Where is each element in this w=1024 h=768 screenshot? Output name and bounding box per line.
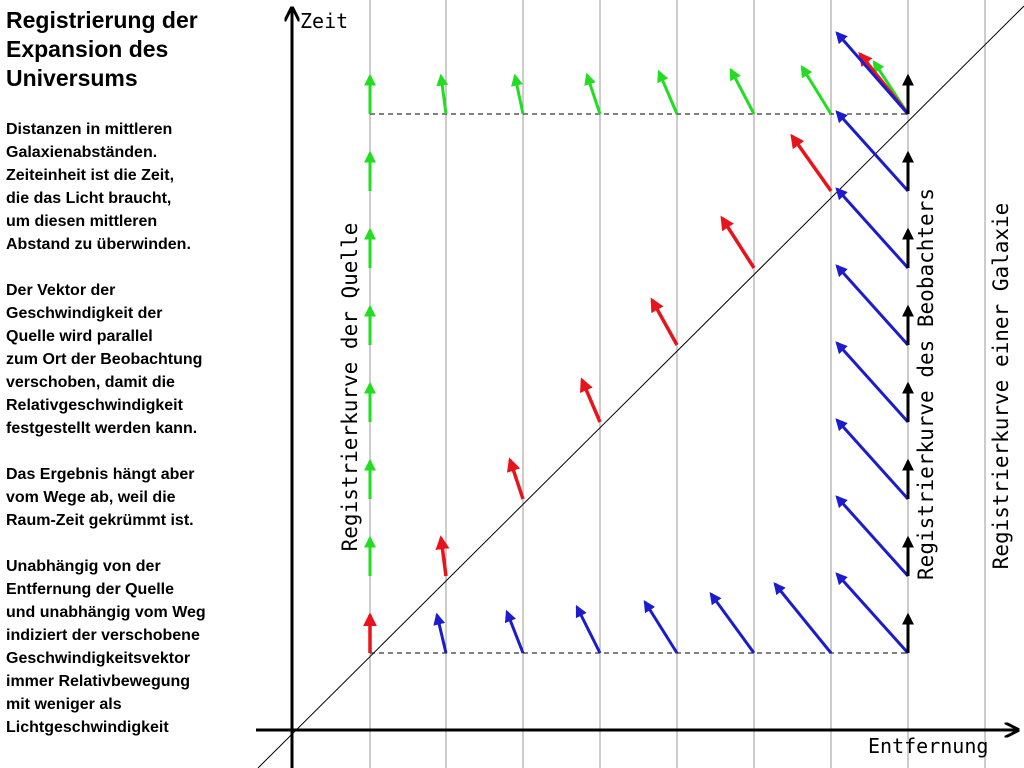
- description-line: verschoben, damit die: [6, 374, 175, 391]
- description-paragraph: Das Ergebnis hängt aber vom Wege ab, wei…: [6, 463, 276, 532]
- description-line: Unabhängig von der: [6, 558, 161, 575]
- blue-vector: [709, 592, 756, 654]
- description-line: festgestellt werden kann.: [6, 420, 198, 437]
- description-line: indiziert der verschobene: [6, 627, 200, 644]
- blue-vector: [773, 582, 833, 654]
- description-line: zum Ort der Beobachtung: [6, 351, 203, 368]
- description-line: Abstand zu überwinden.: [6, 236, 191, 253]
- red-vectors: [363, 51, 910, 653]
- red-vector: [650, 297, 679, 346]
- title-line: Universums: [6, 65, 138, 91]
- description-line: Relativgeschwindigkeit: [6, 397, 183, 414]
- description-line: Das Ergebnis hängt aber: [6, 466, 195, 483]
- description-line: Raum-Zeit gekrümmt ist.: [6, 512, 194, 529]
- green-vector: [657, 69, 679, 115]
- green-vector: [511, 73, 525, 115]
- blue-vector: [433, 612, 448, 654]
- green-vector: [436, 73, 449, 115]
- red-vector: [506, 457, 525, 500]
- green-vector: [584, 72, 602, 115]
- description-line: mit weniger als: [6, 696, 122, 713]
- red-vector: [720, 215, 756, 269]
- description-line: und unabhängig vom Weg: [6, 604, 206, 621]
- source-curve-label: Registrierkurve der Quelle: [338, 223, 362, 552]
- description-line: Geschwindigkeit der: [6, 305, 163, 322]
- description-paragraph: Unabhängig von der Entfernung der Quelle…: [6, 555, 276, 739]
- description-line: immer Relativbewegung: [6, 673, 191, 690]
- green-vectors: [364, 59, 910, 576]
- description-line: Lichtgeschwindigkeit: [6, 719, 169, 736]
- description-line: Entfernung der Quelle: [6, 581, 175, 598]
- blue-vector: [835, 341, 910, 424]
- red-vector: [790, 133, 833, 193]
- description-paragraph: Distanzen in mittleren Galaxienabständen…: [6, 118, 276, 256]
- blue-vector: [643, 599, 679, 654]
- description-line: Geschwindigkeitsvektor: [6, 650, 191, 667]
- blue-vector: [835, 418, 910, 501]
- distance-axis-label: Entfernung: [868, 734, 988, 758]
- description-line: Der Vektor der: [6, 282, 116, 299]
- red-vector: [435, 535, 450, 577]
- blue-vector: [835, 110, 910, 193]
- blue-vector: [835, 495, 910, 578]
- title-line: Registrierung der: [6, 7, 198, 33]
- blue-vectors: [433, 31, 910, 655]
- green-vector: [729, 67, 756, 115]
- observer-curve-label: Registrierkurve des Beobachters: [914, 188, 938, 580]
- blue-vector: [575, 604, 602, 654]
- description-line: die das Licht braucht,: [6, 190, 172, 207]
- time-axis-label: Zeit: [300, 9, 348, 33]
- blue-vector: [835, 187, 910, 270]
- description-line: um diesen mittleren: [6, 213, 158, 230]
- description-line: Galaxienabständen.: [6, 144, 158, 161]
- description-line: Zeiteinheit ist die Zeit,: [6, 167, 175, 184]
- description-line: vom Wege ab, weil die: [6, 489, 176, 506]
- description: Distanzen in mittleren Galaxienabständen…: [6, 118, 276, 762]
- description-line: Quelle wird parallel: [6, 328, 153, 345]
- red-vector: [579, 377, 602, 423]
- description-line: Distanzen in mittleren: [6, 121, 173, 138]
- blue-vector: [835, 31, 910, 115]
- blue-vector: [835, 264, 910, 347]
- green-vector: [800, 64, 833, 115]
- galaxy-curve-label: Registrierkurve einer Galaxie: [989, 203, 1013, 570]
- blue-vector: [504, 609, 525, 654]
- light-ray-diagonal: [257, 5, 1024, 768]
- title: Registrierung der Expansion des Universu…: [6, 6, 276, 93]
- description-paragraph: Der Vektor der Geschwindigkeit der Quell…: [6, 279, 276, 440]
- blue-vector: [835, 572, 910, 655]
- title-line: Expansion des: [6, 36, 169, 62]
